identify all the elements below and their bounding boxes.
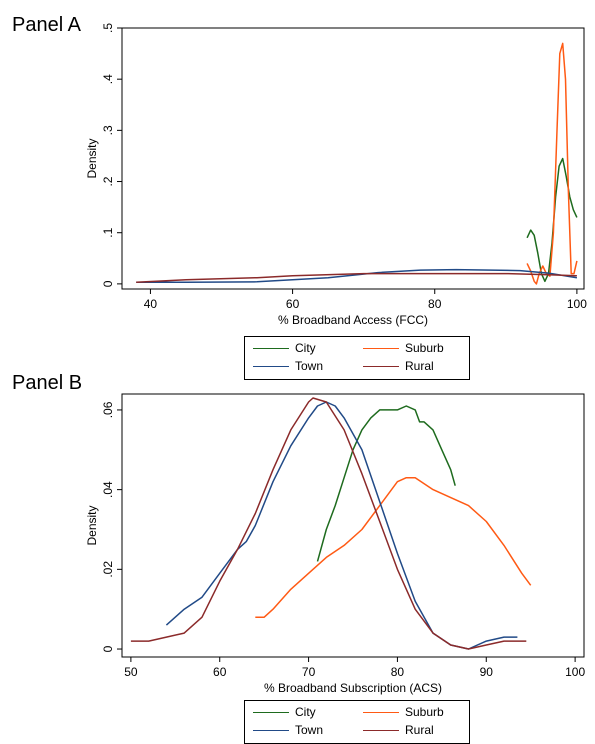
panel-a-label: Panel A <box>12 14 81 36</box>
panel-a-x-tick-label: 60 <box>286 297 300 311</box>
panel-a-legend-item-suburb: Suburb <box>363 341 444 355</box>
panel-a-legend-item-town: Town <box>253 359 323 373</box>
panel-b-legend-swatch <box>253 711 289 713</box>
panel-b-y-axis-label: Density <box>85 505 99 545</box>
panel-b-series-rural-line <box>130 397 527 650</box>
panel-a-series-rural-line <box>136 272 577 284</box>
panel-a-y-tick-label: .5 <box>101 23 115 33</box>
panel-b-legend-swatch <box>363 711 399 713</box>
panel-a-y-tick-label: .4 <box>101 74 115 84</box>
panel-a-y-tick-label: .2 <box>101 176 115 186</box>
panel-b-x-tick-label: 80 <box>391 665 405 679</box>
panel-a-legend-label: Rural <box>405 359 434 373</box>
panel-a-plot-frame <box>121 27 585 290</box>
panel-b-chart: 0 .02 .04 .06 50 60 70 80 90 100 % Broadband Subsc… <box>85 393 585 695</box>
panel-a-y-tick-label: .3 <box>101 125 115 135</box>
panel-b-x-axis-label: % Broadband Subscription (ACS) <box>264 681 442 695</box>
panel-b-y-tick-label: .02 <box>101 561 115 578</box>
panel-b-legend-item-town: Town <box>253 723 323 737</box>
panel-a-x-tick-label: 80 <box>428 297 442 311</box>
panel-b-legend-item-city: City <box>253 705 316 719</box>
panel-b-series-city-line <box>316 405 456 562</box>
panel-b-legend-label: Rural <box>405 723 434 737</box>
panel-b-legend-item-rural: Rural <box>363 723 434 737</box>
panel-a-legend-item-rural: Rural <box>363 359 434 373</box>
panel-b-plot-frame <box>121 393 585 658</box>
panel-a-legend-swatch <box>363 347 399 349</box>
panel-a-legend-label: Suburb <box>405 341 444 355</box>
panel-b-legend: City Suburb Town Rural <box>244 700 470 744</box>
panel-a-y-tick-label: .1 <box>101 227 115 237</box>
panel-a-legend-swatch <box>253 365 289 367</box>
panel-b-series-town-line <box>165 401 518 650</box>
panel-b-series-suburb-line <box>255 476 532 618</box>
panel-a-x-tick-label: 100 <box>567 297 587 311</box>
panel-b-x-tick-label: 90 <box>480 665 494 679</box>
panel-a-y-axis-label: Density <box>85 138 99 178</box>
panel-b-legend-swatch <box>363 729 399 731</box>
panel-b-x-tick-label: 60 <box>213 665 227 679</box>
panel-a-series-suburb-line <box>526 42 578 285</box>
panel-a-legend-label: Town <box>295 359 324 373</box>
panel-b-y-tick-label: .06 <box>101 401 115 418</box>
panel-b-x-tick-label: 70 <box>302 665 316 679</box>
panel-a-legend: City Suburb Town Rural <box>244 336 470 380</box>
panel-b-legend-label: City <box>295 705 316 719</box>
panel-a-y-tick-label: 0 <box>101 280 115 287</box>
panel-b-legend-item-suburb: Suburb <box>363 705 444 719</box>
panel-b-legend-swatch <box>253 729 289 731</box>
panel-a-legend-swatch <box>363 365 399 367</box>
panel-a-legend-item-city: City <box>253 341 316 355</box>
panel-b-y-tick-label: 0 <box>101 645 115 652</box>
panel-a-legend-label: City <box>295 341 316 355</box>
panel-a-chart: 0 .1 .2 .3 .4 .5 40 60 80 100 % Broadband Access (… <box>85 23 587 327</box>
panel-a-series-town-line <box>136 268 578 284</box>
panel-a-legend-swatch <box>253 347 289 349</box>
panel-b-x-tick-label: 50 <box>124 665 138 679</box>
panel-b-y-tick-label: .04 <box>101 481 115 498</box>
panel-b-legend-label: Suburb <box>405 705 444 719</box>
panel-a-x-axis-label: % Broadband Access (FCC) <box>278 313 428 327</box>
panel-b-x-tick-label: 100 <box>565 665 585 679</box>
panel-b-label: Panel B <box>12 372 83 394</box>
panel-a-x-tick-label: 40 <box>144 297 158 311</box>
panel-b-legend-label: Town <box>295 723 324 737</box>
